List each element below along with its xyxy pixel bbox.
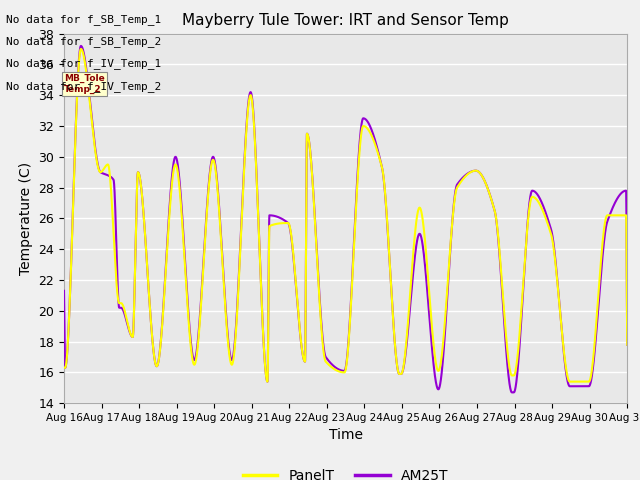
Text: No data for f_SB_Temp_2: No data for f_SB_Temp_2 [6,36,162,48]
Y-axis label: Temperature (C): Temperature (C) [19,162,33,275]
Text: MB_Tole
Temp_2: MB_Tole Temp_2 [64,74,105,94]
Text: No data for f_SB_Temp_1: No data for f_SB_Temp_1 [6,14,162,25]
X-axis label: Time: Time [328,429,363,443]
Title: Mayberry Tule Tower: IRT and Sensor Temp: Mayberry Tule Tower: IRT and Sensor Temp [182,13,509,28]
Text: No data for f_IV_Temp_2: No data for f_IV_Temp_2 [6,81,162,92]
Legend: PanelT, AM25T: PanelT, AM25T [237,464,454,480]
Text: No data for f_IV_Temp_1: No data for f_IV_Temp_1 [6,59,162,70]
